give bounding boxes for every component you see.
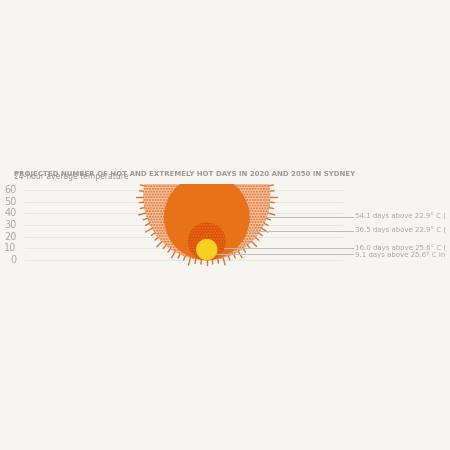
Text: 20: 20 <box>4 232 17 242</box>
Text: 40: 40 <box>4 208 17 218</box>
Text: PROJECTED NUMBER OF HOT AND EXTREMELY HOT DAYS IN 2020 AND 2050 IN SYDNEY: PROJECTED NUMBER OF HOT AND EXTREMELY HO… <box>14 171 356 177</box>
Text: 10: 10 <box>4 243 17 253</box>
Circle shape <box>188 223 225 260</box>
Text: 0: 0 <box>10 255 17 265</box>
Circle shape <box>196 239 217 260</box>
Circle shape <box>164 175 250 260</box>
Circle shape <box>143 133 270 260</box>
Text: 50: 50 <box>4 197 17 207</box>
Text: 54.1 days above 22.9° C (: 54.1 days above 22.9° C ( <box>355 213 446 220</box>
Text: 60: 60 <box>4 185 17 195</box>
Circle shape <box>188 223 225 260</box>
Text: 30: 30 <box>4 220 17 230</box>
Circle shape <box>143 133 270 260</box>
Text: 9.1 days above 25.6° C in: 9.1 days above 25.6° C in <box>355 251 445 258</box>
Text: 36.5 days above 22.9° C (: 36.5 days above 22.9° C ( <box>355 227 446 234</box>
Text: 24-hour average temperature: 24-hour average temperature <box>14 172 129 181</box>
Text: 16.0 days above 25.6° C (: 16.0 days above 25.6° C ( <box>355 245 446 252</box>
